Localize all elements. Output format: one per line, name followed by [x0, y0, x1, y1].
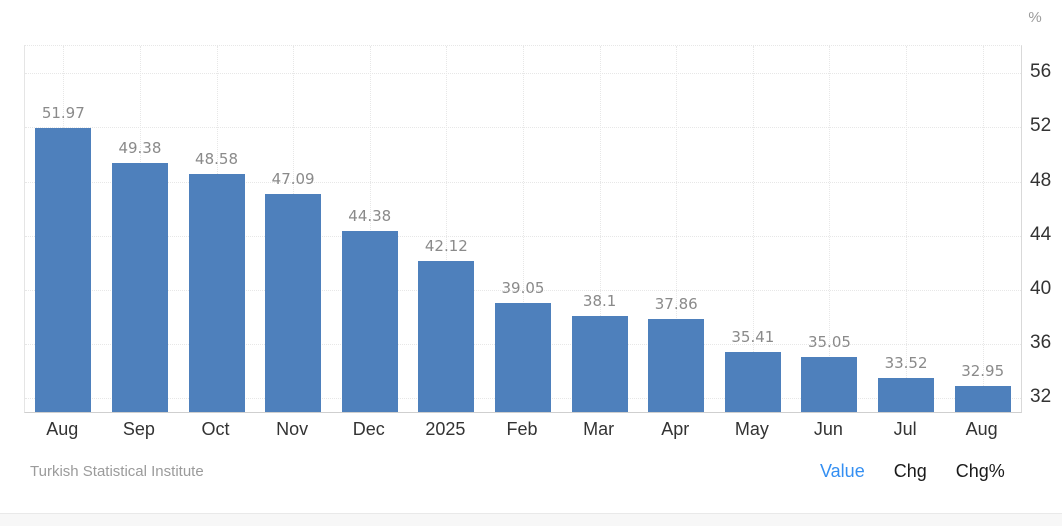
v-gridline	[523, 46, 524, 412]
y-axis-tick-label: 44	[1030, 223, 1052, 245]
bar[interactable]	[878, 377, 935, 412]
bar[interactable]	[341, 230, 398, 412]
v-gridline	[676, 46, 678, 412]
v-gridline	[599, 46, 601, 412]
x-axis-label: Jul	[893, 419, 917, 439]
bar-value-label: 44.38	[348, 206, 392, 225]
bar-value-label: 35.05	[807, 333, 851, 352]
bar[interactable]	[954, 385, 1011, 412]
plot-area: 51.97 49.38 48.58 47.09 44.38 42.12 39.05 38.1 3…	[24, 45, 1022, 413]
x-axis-label: May	[734, 419, 769, 439]
x-axis-label: 2025	[425, 419, 466, 439]
source-label: Turkish Statistical Institute	[30, 463, 204, 480]
v-gridline	[829, 46, 831, 412]
bar-value-label: 51.97	[41, 103, 85, 122]
v-gridline	[752, 46, 754, 412]
bar-value-label: 47.09	[271, 169, 315, 188]
y-axis-tick-label: 56	[1030, 61, 1052, 83]
x-axis-label: Mar	[583, 419, 615, 439]
bar[interactable]	[418, 261, 475, 412]
x-axis-label: Sep	[122, 419, 155, 439]
tab-chg-pct[interactable]: Chg%	[955, 461, 1005, 481]
x-axis-labels: Aug Sep Oct Nov Dec 2025 Feb Mar Apr May Jun Jul Aug	[24, 417, 1022, 441]
tab-value[interactable]: Value	[820, 461, 865, 481]
bar-value-label: 32.95	[961, 361, 1005, 380]
x-axis-label: Nov	[276, 419, 309, 439]
bar[interactable]	[35, 127, 92, 412]
v-gridline	[446, 46, 448, 412]
y-axis-tick-label: 48	[1030, 169, 1052, 191]
x-axis-label: Apr	[661, 419, 690, 439]
x-axis-label: Feb	[506, 419, 538, 439]
x-axis-label: Oct	[201, 419, 230, 439]
y-axis-tick-label: 36	[1030, 332, 1052, 354]
x-axis-label: Dec	[352, 419, 385, 439]
x-axis-label: Jun	[813, 419, 843, 439]
bar-value-label: 38.1	[582, 291, 617, 310]
v-gridline	[369, 46, 371, 412]
y-axis-tick-label: 52	[1030, 115, 1052, 137]
bar[interactable]	[648, 319, 705, 412]
bar-value-label: 35.41	[731, 328, 775, 347]
y-axis-labels: 56 52 48 44 40 36 32	[1030, 45, 1060, 413]
bottom-strip	[0, 513, 1062, 526]
bar-value-label: 37.86	[654, 295, 698, 313]
bar[interactable]	[188, 173, 245, 412]
y-axis-unit-label: %	[1028, 9, 1042, 26]
y-axis-tick-label: 40	[1030, 278, 1052, 299]
footer-tabs: Value Chg Chg%	[820, 461, 1005, 482]
bar[interactable]	[571, 315, 628, 412]
bar-value-label: 39.05	[501, 278, 545, 297]
bar[interactable]	[724, 352, 781, 412]
bar-value-label: 33.52	[884, 353, 928, 372]
bar-value-label: 48.58	[195, 149, 238, 168]
bar-value-label: 42.12	[424, 237, 468, 256]
bar[interactable]	[801, 357, 858, 412]
v-gridline	[982, 46, 984, 412]
bar-value-label: 49.38	[118, 138, 162, 157]
bar[interactable]	[265, 193, 322, 412]
x-axis-label: Aug	[46, 419, 79, 439]
tab-chg[interactable]: Chg	[893, 461, 927, 481]
v-gridline	[906, 46, 908, 412]
y-axis-tick-label: 32	[1030, 386, 1052, 408]
bar[interactable]	[111, 162, 168, 412]
x-axis-label: Aug	[965, 419, 998, 439]
bar[interactable]	[495, 302, 551, 412]
